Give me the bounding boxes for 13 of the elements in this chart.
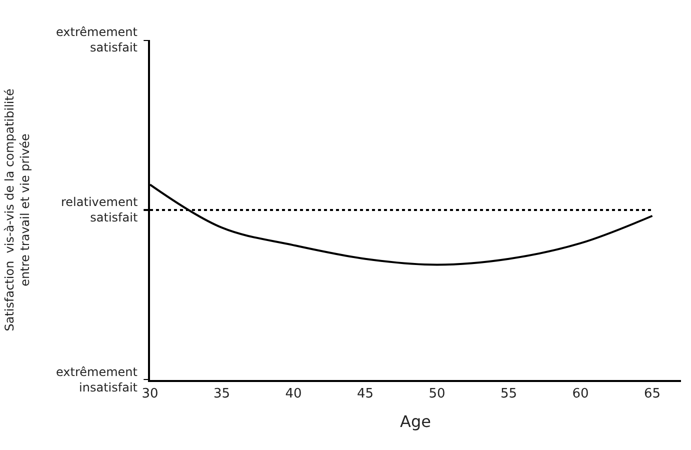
x-tick-label: 30: [142, 386, 158, 402]
text: relativement satisfait: [61, 195, 138, 225]
x-axis-title: Age: [400, 412, 431, 431]
text: extrêmement satisfait: [56, 25, 138, 55]
text: extrêmement insatisfait: [56, 365, 138, 395]
x-tick-label: 60: [572, 386, 589, 402]
x-tick-label: 40: [285, 386, 302, 402]
x-tick-label: 35: [213, 386, 230, 402]
x-tick-label: 55: [500, 386, 518, 402]
x-tick-label: 65: [644, 386, 661, 402]
x-tick-label: 50: [428, 386, 446, 402]
text: Satisfaction vis-à-vis de la compatibilité entre travail et vie privée: [2, 88, 32, 332]
x-tick-label: 45: [356, 386, 374, 402]
